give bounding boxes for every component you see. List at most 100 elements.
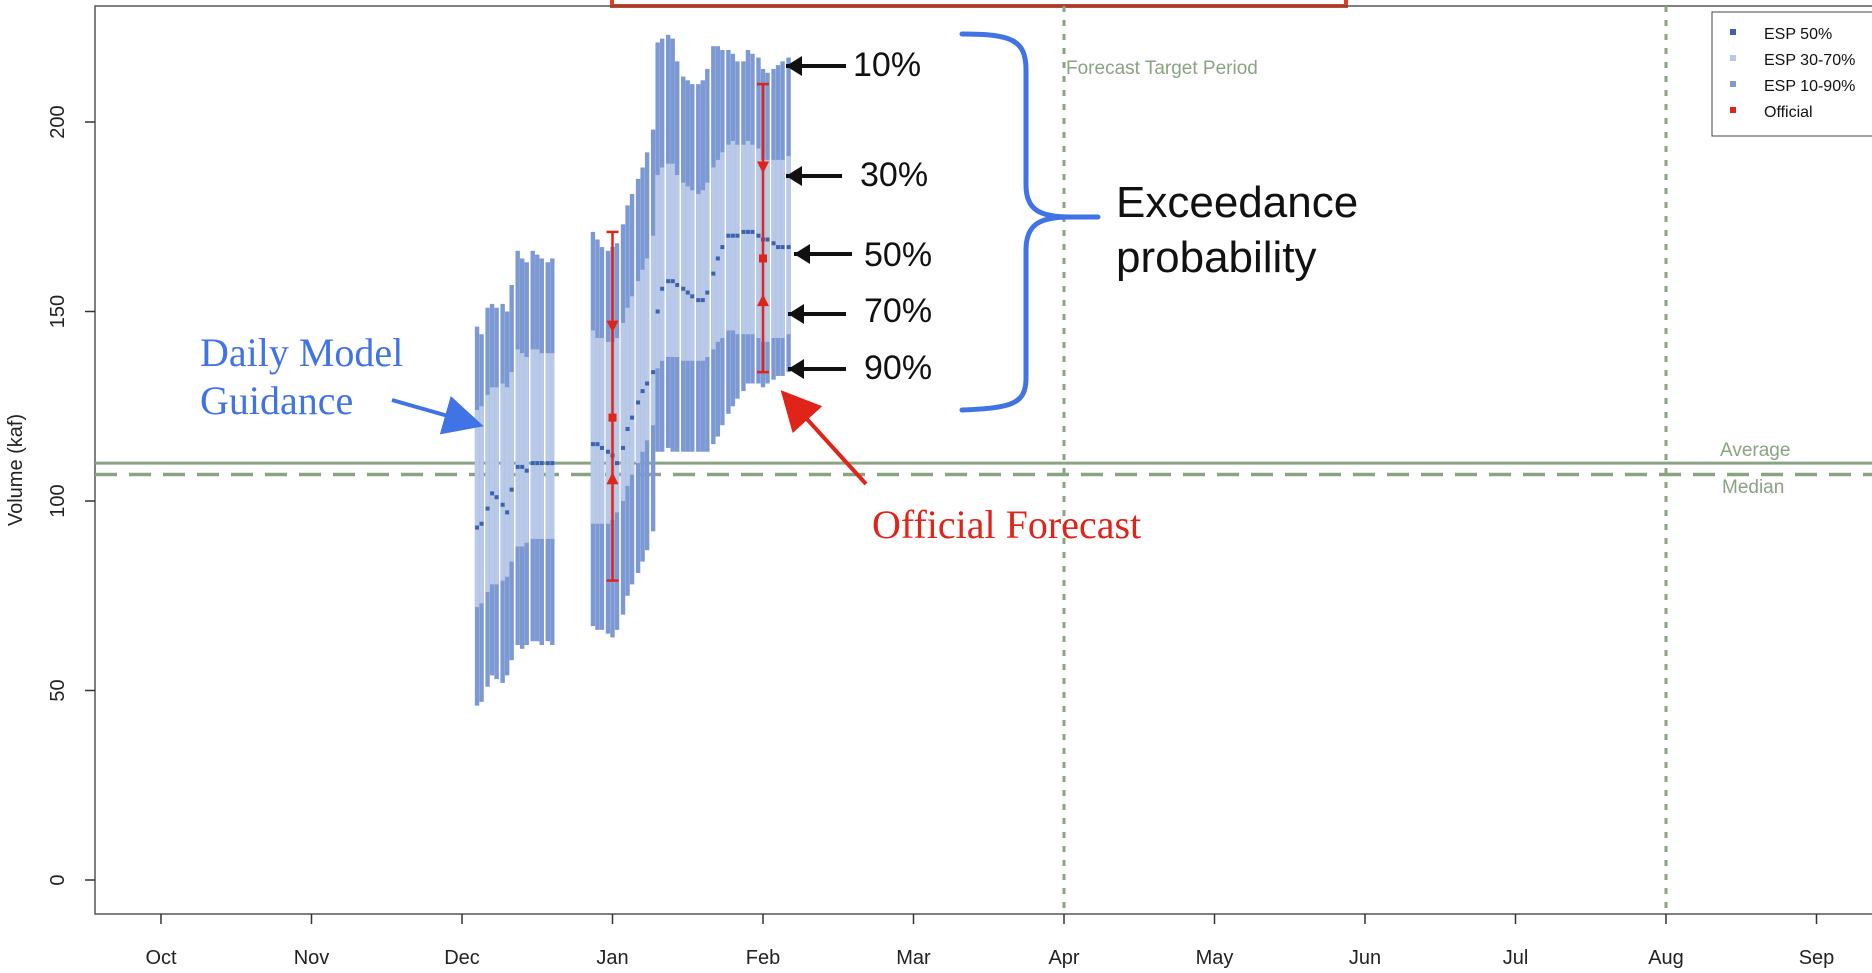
esp-median-point — [660, 286, 665, 291]
average-label: Average — [1720, 440, 1790, 461]
esp-bar-30-70 — [670, 163, 675, 357]
esp-bar-30-70 — [756, 148, 761, 339]
axes: Oct Nov Dec Jan Feb Mar Apr May Jun Jul Aug Sep 0 50 1… — [5, 105, 1834, 969]
x-tick-label: Feb — [746, 947, 780, 969]
esp-median-point — [756, 233, 761, 238]
esp-median-point — [625, 426, 630, 431]
esp-median-point — [696, 298, 701, 303]
esp-bar-30-70 — [550, 353, 555, 539]
esp-bar-30-70 — [690, 190, 695, 361]
esp-median-point — [685, 290, 690, 295]
esp-bar-30-70 — [629, 296, 635, 475]
esp-bar-30-70 — [685, 186, 690, 361]
esp-bar-30-70 — [659, 167, 665, 361]
esp-median-point — [505, 510, 510, 515]
esp-median-point — [655, 309, 660, 314]
legend-label-esp50: ESP 50% — [1764, 26, 1832, 43]
official-marker-30 — [757, 161, 769, 174]
esp-median-point — [780, 245, 785, 250]
esp-median-point — [741, 229, 746, 234]
esp-bar-30-70 — [479, 406, 484, 604]
esp-daily-bars — [474, 34, 791, 706]
exceedance-label-line1: Exceedance — [1116, 178, 1358, 227]
daily-guidance-line1: Daily Model — [200, 330, 403, 375]
esp-median-point — [705, 290, 710, 295]
x-tick-label: May — [1196, 947, 1234, 969]
target-period-label: Forecast Target Period — [1066, 58, 1258, 79]
y-tick-label: 50 — [47, 679, 69, 701]
esp-bar-30-70 — [635, 281, 641, 464]
esp-bar-30-70 — [500, 383, 505, 581]
esp-median-point — [715, 256, 720, 261]
esp-bar-30-70 — [644, 258, 650, 441]
esp-bar-30-70 — [655, 175, 660, 369]
official-forecasts — [606, 82, 769, 582]
exceedance-brace — [959, 31, 1101, 413]
esp-median-point — [550, 461, 555, 466]
esp-median-point — [599, 445, 604, 450]
official-forecast-arrow — [780, 390, 868, 486]
legend-label-official: Official — [1764, 104, 1813, 121]
esp-bar-30-70 — [665, 163, 671, 357]
esp-bar-30-70 — [485, 394, 490, 592]
esp-median-point — [636, 400, 641, 405]
esp-median-point — [520, 464, 525, 469]
y-tick-label: 100 — [47, 484, 69, 517]
x-tick-label: Jan — [596, 947, 628, 969]
esp-median-point — [666, 279, 671, 284]
arrow-90-head — [788, 359, 804, 379]
esp-median-point — [690, 294, 695, 299]
esp-median-point — [490, 491, 495, 496]
esp-bar-30-70 — [765, 159, 770, 342]
esp-bar-30-70 — [530, 349, 535, 539]
esp-median-point — [621, 445, 626, 450]
esp-median-point — [776, 245, 781, 250]
esp-bar-30-70 — [504, 387, 510, 577]
esp-bar-30-70 — [650, 235, 656, 426]
y-tick-label: 0 — [47, 874, 69, 885]
esp-median-point — [771, 241, 776, 246]
esp-median-point — [651, 370, 656, 375]
legend-swatch-esp50 — [1730, 29, 1736, 35]
x-tick-label: Mar — [896, 947, 931, 969]
plot-frame — [94, 5, 1872, 915]
esp-median-point — [595, 442, 600, 447]
esp-median-point — [530, 461, 535, 466]
esp-median-point — [590, 442, 595, 447]
x-tick-label: Jul — [1503, 947, 1529, 969]
exceedance-label-line2: probability — [1116, 233, 1317, 282]
esp-median-point — [726, 233, 731, 238]
title-banner — [610, 0, 1348, 8]
legend: ESP 50% ESP 30-70% ESP 10-90% Official — [1711, 11, 1872, 137]
x-tick-label: Jun — [1349, 947, 1381, 969]
legend-swatch-esp3070 — [1730, 55, 1736, 61]
esp-bar-30-70 — [640, 269, 645, 452]
y-axis-label: Volume (kaf) — [5, 414, 27, 526]
percentile-callouts: 10% 30% 50% 70% 90% — [786, 46, 932, 387]
pct-label-70: 70% — [864, 292, 932, 330]
esp-median-point — [786, 245, 791, 250]
pct-label-10: 10% — [853, 46, 921, 84]
esp-median-point — [630, 415, 635, 420]
median-label: Median — [1722, 477, 1784, 498]
esp-bar-30-70 — [705, 182, 710, 357]
esp-bar-30-70 — [700, 190, 705, 361]
esp-bar-30-70 — [535, 349, 540, 539]
legend-label-esp1090: ESP 10-90% — [1764, 78, 1855, 95]
esp-bar-30-70 — [750, 144, 755, 335]
esp-median-point — [640, 389, 645, 394]
official-marker-70 — [757, 294, 769, 307]
esp-bar-30-70 — [625, 307, 630, 486]
official-forecast-label: Official Forecast — [872, 502, 1141, 547]
arrow-30-head — [786, 166, 802, 186]
legend-label-esp3070: ESP 30-70% — [1764, 52, 1855, 69]
x-tick-label: Oct — [145, 947, 177, 969]
y-tick-label: 150 — [47, 295, 69, 328]
esp-median-point — [700, 298, 705, 303]
daily-guidance-line2: Guidance — [200, 378, 353, 423]
esp-median-point — [730, 233, 735, 238]
esp-bar-30-70 — [509, 372, 514, 562]
esp-median-point — [670, 279, 675, 284]
official-marker-30 — [606, 320, 619, 333]
